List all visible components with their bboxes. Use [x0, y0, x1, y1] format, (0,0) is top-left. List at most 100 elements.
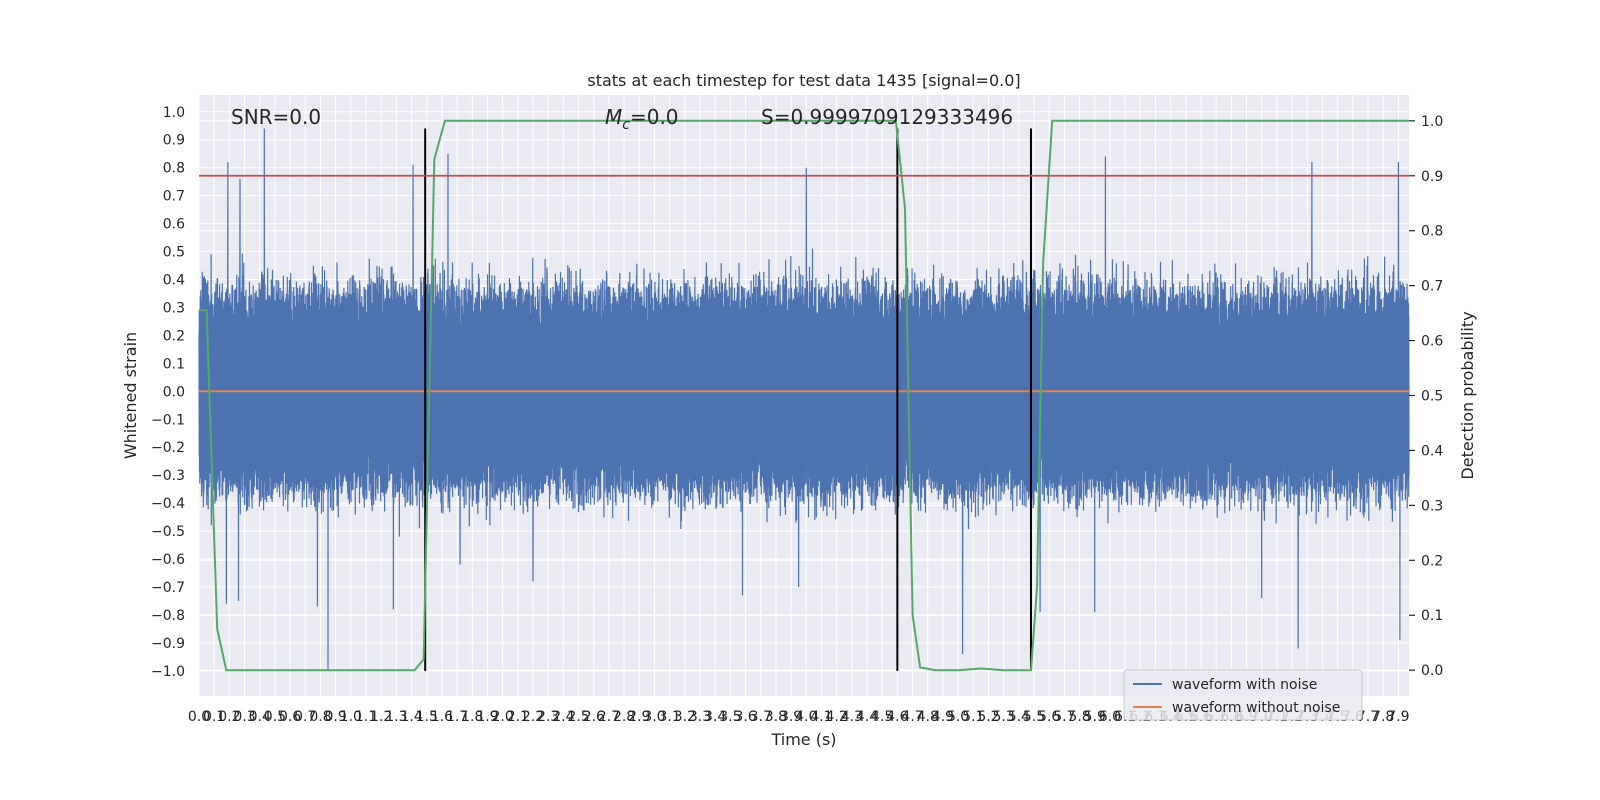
x-tick-label: 6.0: [1099, 709, 1121, 725]
y-tick-label: 0.6: [163, 217, 185, 233]
noise-trace: [198, 128, 1410, 671]
x-tick-label: 0.6: [279, 709, 301, 725]
y2-axis-label: Detection probability: [1458, 311, 1477, 479]
y-tick-label: −1.0: [151, 664, 185, 680]
y2-tick-label: 1.0: [1421, 114, 1443, 130]
y-tick-label: −0.5: [151, 524, 185, 540]
x-tick-label: 5.2: [977, 709, 999, 725]
x-tick-label: 1.0: [340, 709, 362, 725]
x-tick-label: 0.8: [309, 709, 331, 725]
x-tick-label: 1.4: [400, 709, 422, 725]
x-tick-label: 5.8: [1068, 709, 1090, 725]
x-tick-label: 5.4: [1008, 709, 1030, 725]
y-tick-label: 0.5: [163, 245, 185, 261]
y-tick-label: −0.4: [151, 496, 185, 512]
x-tick-label: 1.8: [461, 709, 483, 725]
x-tick-label: 1.5: [416, 709, 438, 725]
y2-tick-labels: 0.0 0.1 0.2 0.3 0.4 0.5 0.6 0.7 0.8 0.9 1.0: [1409, 114, 1443, 679]
x-tick-label: 5.6: [1038, 709, 1060, 725]
y-tick-label: 0.0: [163, 384, 185, 400]
y2-tick-label: 0.6: [1421, 334, 1443, 350]
x-tick-label: 4.4: [856, 709, 878, 725]
y-tick-label: 0.8: [163, 161, 185, 177]
x-tick-label: 3.5: [719, 709, 741, 725]
x-tick-label: 2.3: [537, 709, 559, 725]
x-tick-label: 4.2: [826, 709, 848, 725]
x-tick-label: 5.0: [947, 709, 969, 725]
x-tick-label: 3.1: [659, 709, 681, 725]
legend-box: [1123, 669, 1363, 721]
y-tick-label: 0.1: [163, 356, 185, 372]
x-axis-label: Time (s): [770, 730, 836, 749]
x-tick-label: 2.1: [507, 709, 529, 725]
annotation-chirp-mass: Mc=0.0: [605, 105, 679, 133]
y-tick-label: −0.3: [151, 468, 185, 484]
x-tick-label: 3.8: [765, 709, 787, 725]
x-tick-label: 2.8: [613, 709, 635, 725]
x-tick-label: 1.2: [370, 709, 392, 725]
x-tick-label: 3.4: [704, 709, 726, 725]
x-tick-label: 0.0: [188, 709, 210, 725]
annotation-chirp-mass-symbol: M: [605, 105, 622, 129]
annotation-chirp-mass-subscript: c: [622, 117, 630, 133]
x-tick-label: 1.7: [446, 709, 468, 725]
x-tick-label: 1.1: [355, 709, 377, 725]
x-tick-label: 1.6: [431, 709, 453, 725]
y2-tick-label: 0.8: [1421, 224, 1443, 240]
x-tick-label: 2.5: [567, 709, 589, 725]
x-tick-label: 7.8: [1372, 709, 1394, 725]
x-tick-label: 7.9: [1387, 709, 1409, 725]
x-tick-label: 0.5: [264, 709, 286, 725]
x-tick-label: 0.2: [218, 709, 240, 725]
x-tick-label: 2.4: [552, 709, 574, 725]
y2-tick-label: 0.7: [1421, 279, 1443, 295]
y-tick-label: 0.9: [163, 133, 185, 149]
x-tick-label: 0.9: [325, 709, 347, 725]
series-detection-probability: [199, 119, 1409, 672]
y2-tick-label: 0.2: [1421, 553, 1443, 569]
x-tick-label: 4.1: [810, 709, 832, 725]
y2-tick-label: 0.1: [1421, 608, 1443, 624]
x-tick-label: 2.6: [583, 709, 605, 725]
x-tick-label: 4.8: [917, 709, 939, 725]
x-tick-label: 5.7: [1053, 709, 1075, 725]
x-tick-label: 5.5: [1023, 709, 1045, 725]
x-tick-label: 4.6: [886, 709, 908, 725]
x-tick-label: 3.3: [689, 709, 711, 725]
legend-label-waveform-without-noise: waveform without noise: [1172, 700, 1340, 716]
x-tick-label: 5.3: [993, 709, 1015, 725]
x-tick-label: 0.3: [233, 709, 255, 725]
x-tick-label: 3.9: [780, 709, 802, 725]
x-tick-label: 2.2: [522, 709, 544, 725]
x-tick-label: 3.6: [734, 709, 756, 725]
y-tick-label: −0.1: [151, 412, 185, 428]
x-tick-label: 0.4: [249, 709, 271, 725]
x-tick-label: 4.7: [901, 709, 923, 725]
y2-tick-label: 0.3: [1421, 498, 1443, 514]
y2-tick-label: 0.0: [1421, 663, 1443, 679]
x-tick-label: 3.0: [643, 709, 665, 725]
annotation-chirp-mass-value: =0.0: [630, 105, 679, 129]
y-tick-label: −0.8: [151, 608, 185, 624]
x-tick-label: 2.0: [492, 709, 514, 725]
x-tick-label: 4.3: [841, 709, 863, 725]
y2-tick-label: 0.4: [1421, 443, 1443, 459]
x-tick-label: 1.9: [476, 709, 498, 725]
x-tick-label: 0.7: [294, 709, 316, 725]
x-tick-label: 4.9: [932, 709, 954, 725]
y-tick-label: −0.9: [151, 636, 185, 652]
y2-tick-label: 0.5: [1421, 389, 1443, 405]
y-tick-label: 0.3: [163, 300, 185, 316]
y-tick-labels: −1.0 −0.9 −0.8 −0.7 −0.6 −0.5 −0.4 −0.3 −0.2 −0.1…: [151, 105, 185, 680]
chart-title: stats at each timestep for test data 143…: [587, 71, 1020, 90]
y-axis-label: Whitened strain: [121, 332, 140, 459]
x-tick-label: 5.9: [1084, 709, 1106, 725]
x-tick-label: 2.9: [628, 709, 650, 725]
y-tick-label: 0.7: [163, 189, 185, 205]
annotation-snr: SNR=0.0: [231, 105, 321, 129]
series-waveform-with-noise: [198, 128, 1410, 671]
x-tick-label: 2.7: [598, 709, 620, 725]
x-tick-label: 4.0: [795, 709, 817, 725]
